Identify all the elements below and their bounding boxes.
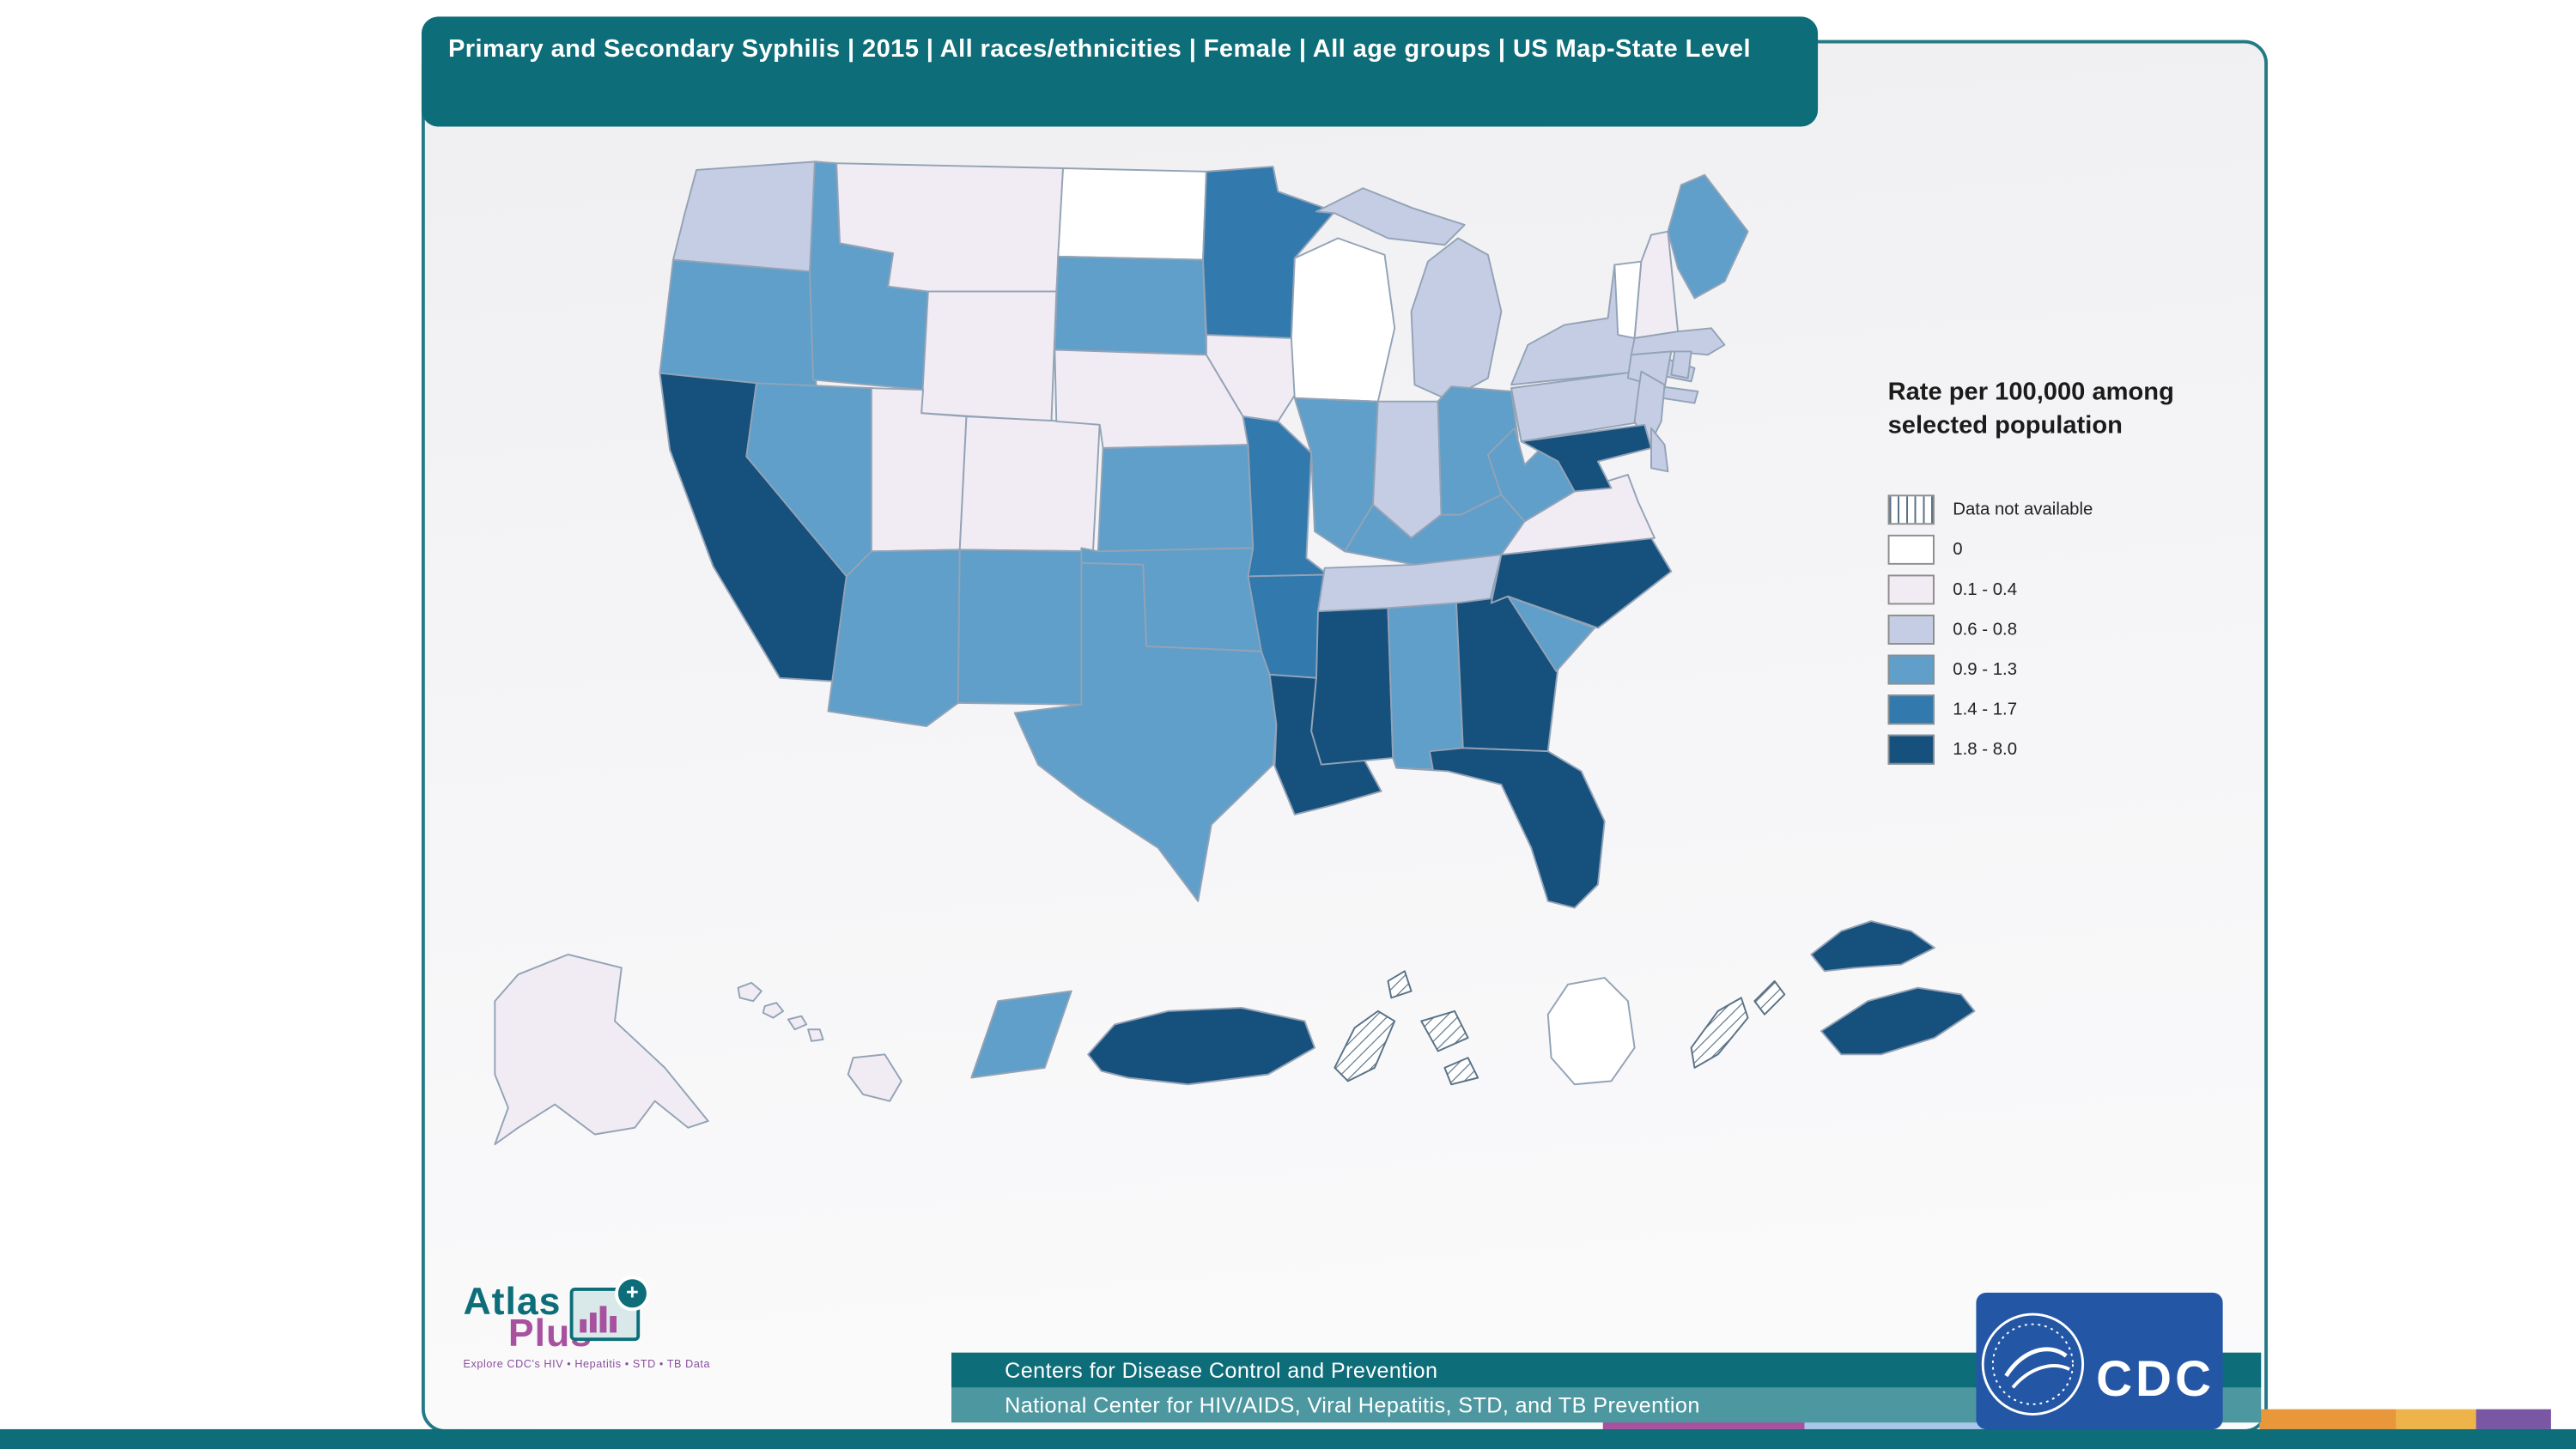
legend: Rate per 100,000 among selected populati… <box>1887 377 2246 774</box>
map-title-bar: Primary and Secondary Syphilis | 2015 | … <box>421 16 1819 127</box>
legend-swatch-na <box>1887 494 1935 524</box>
state-mi[interactable] <box>1315 187 1503 401</box>
territory-c[interactable] <box>1387 970 1413 999</box>
plus-icon: + <box>615 1276 650 1312</box>
footer-nchhstp-text: National Center for HIV/AIDS, Viral Hepa… <box>1005 1392 1700 1418</box>
territory-f[interactable] <box>1546 977 1636 1086</box>
legend-label: 1.4 - 1.7 <box>1953 699 2018 719</box>
legend-items: Data not available 0 0.1 - 0.4 0.6 - 0.8 0.9… <box>1887 494 2246 764</box>
legend-label: 1.8 - 8.0 <box>1953 738 2018 759</box>
territory-e[interactable] <box>1443 1057 1479 1086</box>
legend-row: 1.4 - 1.7 <box>1887 694 2246 724</box>
territory-g[interactable] <box>1690 997 1749 1069</box>
state-fl[interactable] <box>1395 747 1606 909</box>
state-wi[interactable] <box>1290 237 1396 403</box>
territory-a[interactable] <box>970 990 1072 1079</box>
legend-row: 1.8 - 8.0 <box>1887 733 2246 764</box>
hhs-seal-icon <box>1981 1313 2085 1416</box>
state-hi-oahu[interactable] <box>762 1002 785 1019</box>
state-ri[interactable] <box>1670 350 1692 379</box>
state-tx[interactable] <box>1013 561 1278 902</box>
legend-swatch-r3 <box>1887 653 1935 684</box>
territory-h[interactable] <box>1753 979 1786 1016</box>
state-or[interactable] <box>659 258 817 391</box>
state-me[interactable] <box>1667 173 1749 300</box>
footer-cdc-text: Centers for Disease Control and Preventi… <box>1005 1357 1438 1383</box>
state-ks[interactable] <box>1097 444 1255 553</box>
footer-strip-amber <box>2396 1409 2476 1429</box>
state-wa[interactable] <box>671 161 817 273</box>
eagle-swoosh-icon <box>2004 1347 2068 1378</box>
legend-swatch-v0 <box>1887 533 1935 564</box>
state-wy[interactable] <box>920 290 1058 422</box>
state-tn[interactable] <box>1316 554 1503 613</box>
legend-swatch-r2 <box>1887 614 1935 645</box>
map-title: Primary and Secondary Syphilis | 2015 | … <box>447 34 1751 64</box>
state-ms[interactable] <box>1310 607 1394 766</box>
atlas-wordmark: Atlas <box>463 1279 562 1323</box>
legend-row: 0 <box>1887 533 2246 564</box>
state-al[interactable] <box>1387 602 1464 771</box>
state-sd[interactable] <box>1054 255 1207 356</box>
cdc-logo[interactable]: CDC <box>1976 1292 2223 1429</box>
state-hi-molokai[interactable] <box>787 1015 808 1031</box>
legend-label: 0.1 - 0.4 <box>1953 579 2018 599</box>
territory-d[interactable] <box>1420 1009 1469 1052</box>
state-ak[interactable] <box>494 953 709 1146</box>
cdc-wordmark: CDC <box>2096 1351 2215 1407</box>
state-hi-big-island[interactable] <box>847 1053 902 1102</box>
state-az[interactable] <box>827 549 961 728</box>
state-hi-maui[interactable] <box>807 1028 824 1042</box>
footer-strip-purple <box>2476 1409 2551 1429</box>
territory-puerto-rico[interactable] <box>1087 1007 1316 1086</box>
legend-swatch-r5 <box>1887 733 1935 764</box>
territory-b[interactable] <box>1334 1009 1396 1082</box>
state-nm[interactable] <box>957 549 1094 706</box>
territory-virgin-islands[interactable] <box>1810 920 1976 1056</box>
atlas-tagline: Explore CDC's HIV • Hepatitis • STD • TB… <box>463 1359 711 1372</box>
state-nh[interactable] <box>1633 230 1680 339</box>
footer-strip-orange <box>2259 1409 2397 1429</box>
legend-row: 0.1 - 0.4 <box>1887 573 2246 604</box>
state-hi-kauai[interactable] <box>737 981 762 1003</box>
legend-label: Data not available <box>1953 499 2093 519</box>
state-md[interactable] <box>1520 423 1653 493</box>
atlasplus-icon: + <box>569 1276 650 1342</box>
legend-label: 0.6 - 0.8 <box>1953 618 2018 640</box>
legend-title: Rate per 100,000 among selected populati… <box>1887 378 2174 440</box>
legend-row: 0.9 - 1.3 <box>1887 653 2246 684</box>
monitor-icon <box>569 1288 641 1342</box>
bottom-teal-bar <box>0 1428 2576 1449</box>
legend-label: 0.9 - 1.3 <box>1953 658 2018 679</box>
state-co[interactable] <box>958 415 1101 553</box>
atlasplus-logo[interactable]: Atlas Plus + Explore CDC's HIV • Hepatit… <box>463 1276 729 1382</box>
state-de[interactable] <box>1650 427 1669 473</box>
legend-row: Data not available <box>1887 494 2246 524</box>
legend-row: 0.6 - 0.8 <box>1887 614 2246 645</box>
legend-swatch-r4 <box>1887 694 1935 724</box>
legend-swatch-r1 <box>1887 573 1935 604</box>
legend-label: 0 <box>1953 538 1963 560</box>
state-nd[interactable] <box>1057 167 1207 261</box>
